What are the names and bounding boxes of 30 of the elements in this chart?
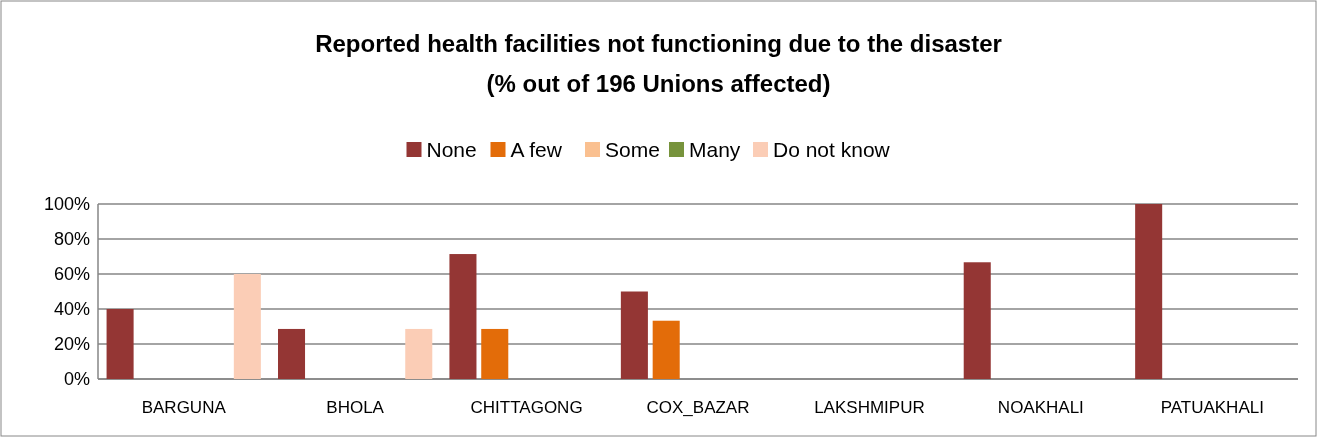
legend-label: None [426,138,477,161]
chart-subtitle: (% out of 196 Unions affected) [486,70,831,97]
bar [620,291,648,379]
legend-label: A few [510,138,563,161]
y-tick-label: 80% [53,229,90,250]
x-tick-label: COX_BAZAR [646,398,750,417]
legend-label: Some [605,138,660,161]
x-tick-label: LAKSHMIPUR [814,398,925,417]
bar [106,309,134,379]
chart-title: Reported health facilities not functioning due to the disaster [315,30,1002,57]
y-tick-label: 0% [63,369,90,390]
x-tick-label: BARGUNA [141,398,227,417]
legend-label: Many [689,138,741,161]
y-tick-label: 20% [53,334,90,355]
bar [405,328,433,379]
x-tick-label: CHITTAGONG [470,398,583,417]
bar [481,328,509,379]
y-tick-label: 40% [53,299,90,320]
bar [233,274,261,379]
bar [652,320,680,379]
bar [278,328,306,379]
bar [963,262,991,379]
legend-label: Do not know [773,138,891,161]
bar [1135,204,1163,379]
x-tick-label: NOAKHALI [997,398,1084,417]
y-tick-label: 60% [53,264,90,285]
y-tick-label: 100% [43,194,90,215]
x-tick-label: PATUAKHALI [1160,398,1264,417]
bar [449,254,477,379]
x-tick-label: BHOLA [326,398,385,417]
